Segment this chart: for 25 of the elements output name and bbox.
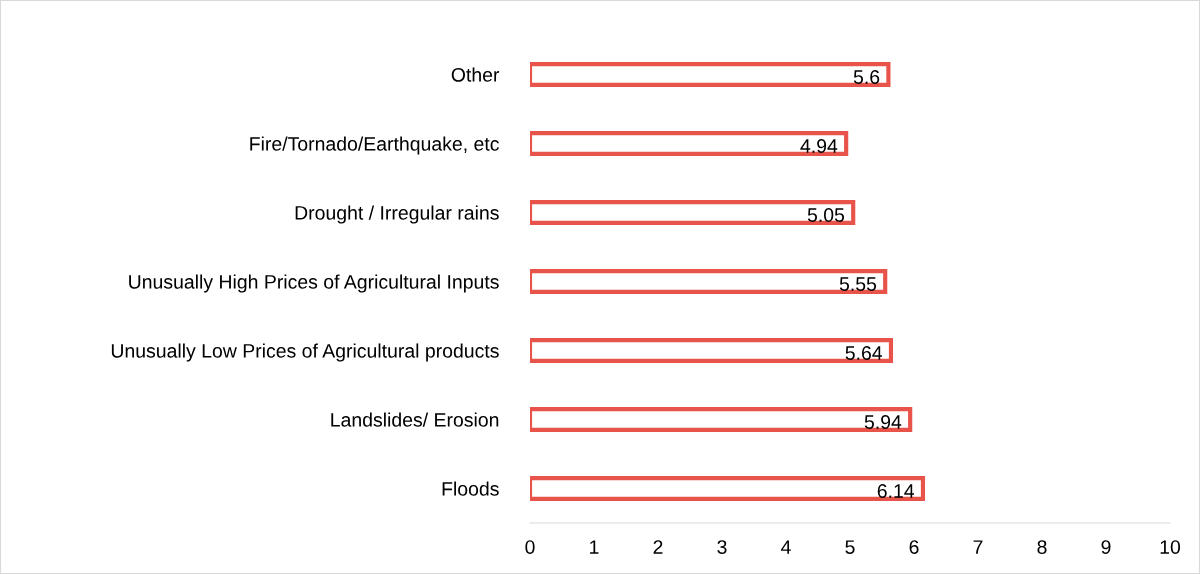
x-tick-label: 5 bbox=[845, 540, 855, 554]
x-tick-label: 2 bbox=[653, 540, 663, 554]
data-label: 5.05 bbox=[807, 208, 845, 222]
data-label: 5.6 bbox=[853, 70, 880, 84]
x-tick-label: 0 bbox=[525, 540, 535, 554]
y-tick-label: Drought / Irregular rains bbox=[295, 205, 499, 224]
y-tick-label: Unusually Low Prices of Agricultural products bbox=[111, 343, 499, 362]
data-label: 4.94 bbox=[800, 139, 838, 153]
y-tick-label: Unusually High Prices of Agricultural Inputs bbox=[129, 274, 499, 293]
y-tick-label: Other bbox=[451, 67, 500, 82]
data-label: 5.94 bbox=[864, 415, 902, 429]
data-label: 6.14 bbox=[877, 484, 915, 498]
y-tick-label: Landslides/ Erosion bbox=[331, 412, 499, 427]
x-tick-label: 8 bbox=[1037, 540, 1047, 554]
y-tick-label: Floods bbox=[442, 481, 499, 496]
x-tick-label: 1 bbox=[590, 540, 599, 554]
data-label: 5.55 bbox=[839, 277, 877, 291]
x-tick-label: 3 bbox=[717, 540, 727, 554]
x-tick-label: 9 bbox=[1101, 540, 1111, 554]
x-tick-label: 4 bbox=[781, 540, 791, 554]
y-tick-label: Fire/Tornado/Earthquake, etc bbox=[250, 136, 499, 155]
x-tick-label: 6 bbox=[909, 540, 919, 554]
data-label: 5.64 bbox=[845, 346, 883, 360]
x-tick-label: 7 bbox=[973, 540, 983, 554]
x-tick-label: 10 bbox=[1160, 540, 1181, 554]
